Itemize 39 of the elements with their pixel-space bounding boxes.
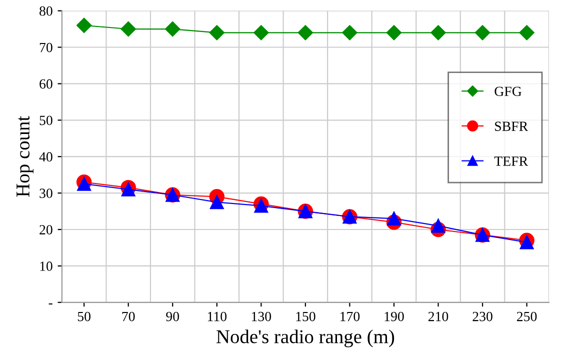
x-tick-label: 250: [516, 312, 537, 322]
x-tick-label: 50: [78, 312, 90, 322]
point: [165, 21, 180, 37]
y-axis-title: Hop count: [16, 116, 34, 197]
y-tick-label: -: [48, 303, 52, 304]
y-tick-label: 60: [40, 79, 52, 89]
x-tick-label: 210: [428, 312, 448, 322]
x-tick-label: 170: [340, 312, 360, 322]
point: [298, 25, 313, 40]
point: [209, 25, 224, 40]
y-tick-label: 80: [40, 6, 52, 16]
x-tick-label: 230: [472, 312, 492, 322]
point: [342, 25, 358, 40]
point: [210, 195, 224, 210]
point: [474, 25, 490, 40]
legend-label: TEFR: [494, 156, 528, 166]
y-tick-label: 20: [40, 225, 52, 234]
point: [519, 25, 534, 40]
x-tick-label: 90: [166, 312, 180, 322]
legend-label: GFG: [494, 86, 522, 96]
point: [76, 18, 92, 33]
x-axis-title: Node's radio range (m): [216, 330, 394, 348]
point: [431, 218, 446, 233]
y-tick-label: 40: [39, 152, 52, 162]
point: [430, 25, 446, 40]
y-tick-label: 50: [40, 116, 52, 126]
y-tick-label: 10: [40, 262, 52, 271]
point: [387, 212, 401, 226]
y-tick-label: 30: [40, 188, 52, 198]
y-tick-label: 70: [40, 42, 52, 52]
x-tick-label: 130: [252, 312, 272, 322]
x-tick-label: 110: [208, 312, 227, 322]
x-tick-label: 150: [296, 312, 316, 322]
point: [120, 21, 136, 37]
point: [386, 25, 402, 40]
x-tick-label: 70: [122, 312, 135, 322]
legend-label: SBFR: [495, 122, 528, 131]
x-tick-label: 190: [384, 312, 404, 322]
point: [254, 25, 269, 40]
